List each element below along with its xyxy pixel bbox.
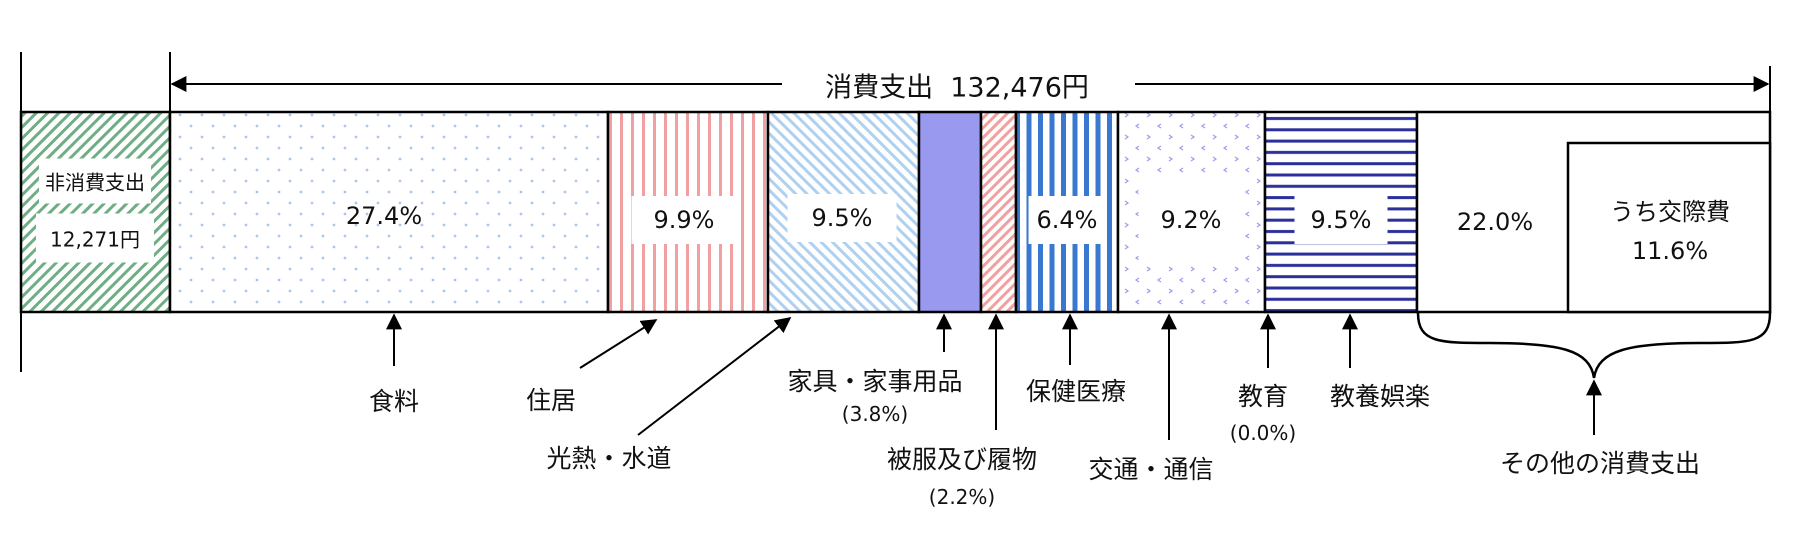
segment-clothing bbox=[979, 110, 1018, 314]
category-label-education: 教育 bbox=[1237, 382, 1289, 411]
arrow-housing bbox=[579, 319, 658, 369]
category-label-culture: 教養娯楽 bbox=[1329, 382, 1431, 411]
brace-other bbox=[1416, 312, 1772, 379]
pct-housing: 9.9% bbox=[631, 196, 737, 244]
pct-furniture: (3.8%) bbox=[841, 402, 909, 426]
pct-transport: 9.2% bbox=[1138, 178, 1244, 262]
segment-furniture bbox=[917, 110, 983, 314]
segment-non-consumption bbox=[19, 110, 172, 314]
other-breakdown-label: うち交際費 bbox=[1610, 198, 1730, 226]
segment-other-social-expenses bbox=[1566, 141, 1772, 314]
pct-other: 22.0% bbox=[1456, 208, 1534, 236]
non-consumption-amount: 12,271円 bbox=[36, 213, 154, 263]
title-amount: 132,476円 bbox=[950, 72, 1089, 104]
non-consumption-label: 非消費支出 bbox=[39, 158, 151, 204]
category-label-clothing: 被服及び履物 bbox=[886, 445, 1038, 474]
pct-utilities: 9.5% bbox=[787, 194, 897, 242]
pct-medical: 6.4% bbox=[1028, 196, 1106, 244]
segment-food bbox=[168, 110, 610, 314]
category-label-medical: 保健医療 bbox=[1025, 377, 1127, 406]
category-label-other: その他の消費支出 bbox=[1499, 449, 1701, 478]
category-label-food: 食料 bbox=[368, 387, 420, 416]
category-label-utilities: 光熱・水道 bbox=[546, 444, 672, 473]
arrow-utilities bbox=[637, 317, 792, 436]
category-label-transport: 交通・通信 bbox=[1088, 455, 1214, 484]
pct-food: 27.4% bbox=[345, 202, 423, 230]
other-breakdown-pct: 11.6% bbox=[1631, 237, 1709, 265]
category-label-housing: 住居 bbox=[525, 386, 577, 415]
pct-education: (0.0%) bbox=[1229, 421, 1297, 445]
title-label: 消費支出 bbox=[825, 72, 934, 104]
pct-clothing: (2.2%) bbox=[928, 485, 996, 509]
pct-culture: 9.5% bbox=[1294, 196, 1388, 244]
category-label-furniture: 家具・家事用品 bbox=[787, 367, 963, 396]
chart-title: 消費支出 132,476円 bbox=[807, 65, 1107, 105]
